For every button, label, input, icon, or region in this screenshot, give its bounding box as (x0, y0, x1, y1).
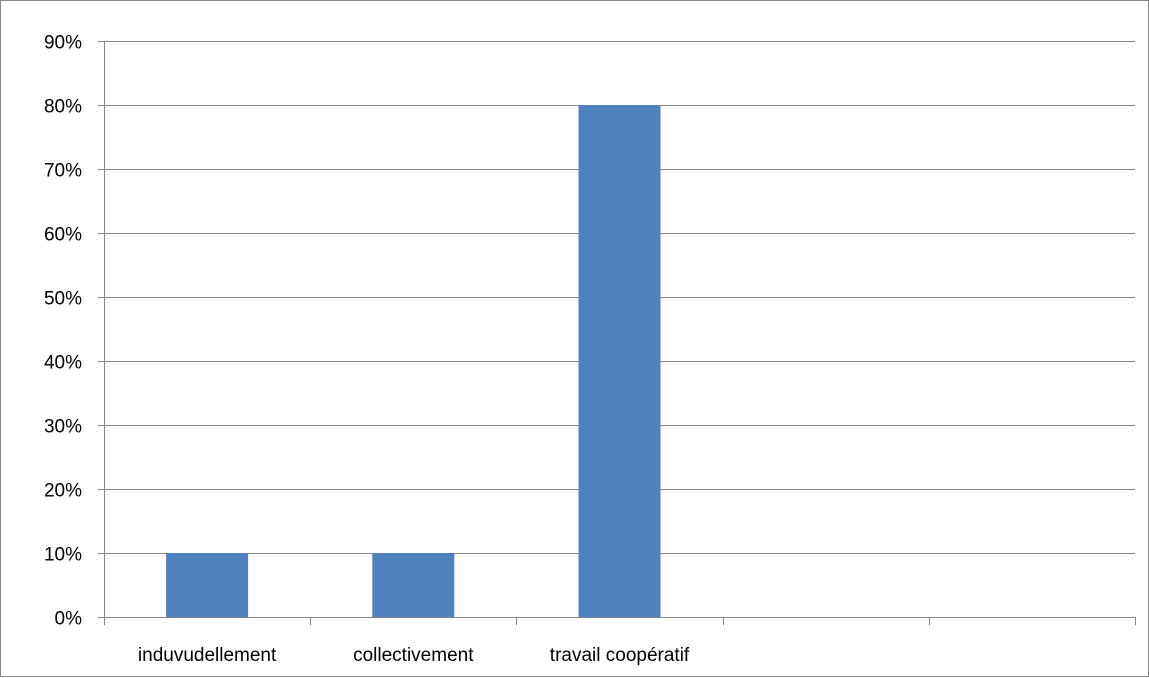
y-tick-label: 90% (44, 33, 82, 54)
y-tick-label: 80% (44, 97, 82, 118)
bar (166, 553, 249, 617)
y-tick-label: 60% (44, 225, 82, 246)
y-axis-tick-labels: 0% 10% 20% 30% 40% 50% 60% 70% 80% 90% (44, 33, 82, 630)
y-tick-label: 0% (55, 609, 83, 630)
y-tick-label: 20% (44, 481, 82, 502)
bars (166, 105, 661, 617)
y-tick-label: 30% (44, 417, 82, 438)
x-axis-tick-labels: induvudellement collectivement travail coo… (138, 645, 690, 666)
x-tick-label: travail coopératif (550, 645, 690, 666)
bar (578, 105, 661, 617)
bar (372, 553, 455, 617)
x-tick-label: collectivement (353, 645, 474, 666)
x-tick-label: induvudellement (138, 645, 277, 666)
y-tick-label: 40% (44, 353, 82, 374)
y-tick-label: 50% (44, 289, 82, 310)
y-tick-label: 10% (44, 545, 82, 566)
y-tick-label: 70% (44, 161, 82, 182)
axes (98, 41, 1136, 625)
